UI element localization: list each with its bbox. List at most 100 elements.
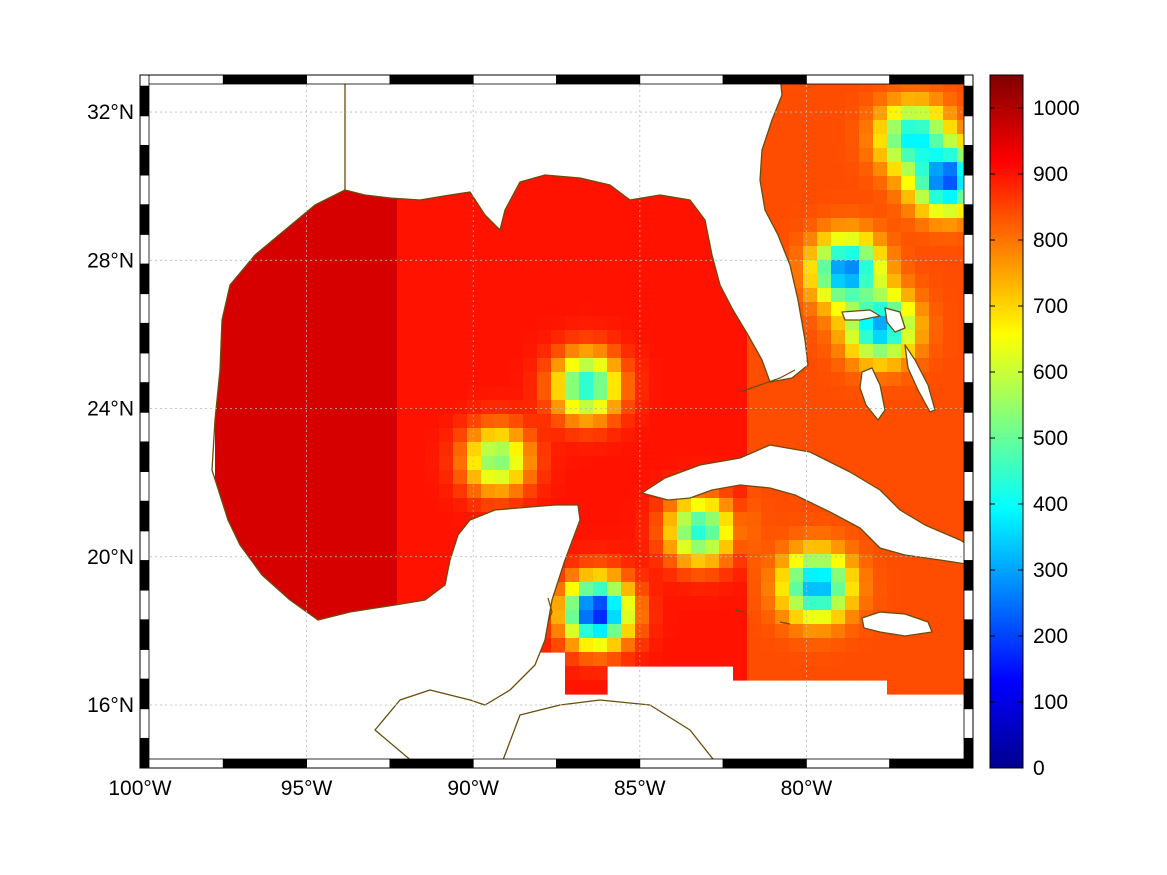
field-cell <box>229 498 244 513</box>
field-cell <box>271 302 286 317</box>
field-cell <box>453 400 468 415</box>
field-cell <box>663 246 678 261</box>
field-cell <box>803 428 818 443</box>
field-cell <box>551 204 566 219</box>
field-cell <box>229 358 244 373</box>
field-cell <box>817 92 832 107</box>
field-cell <box>845 246 860 261</box>
field-cell <box>607 568 622 583</box>
field-cell <box>635 498 650 513</box>
field-cell <box>369 512 384 527</box>
x-tick-label: 100°W <box>108 777 171 800</box>
field-cell <box>257 358 272 373</box>
field-cell <box>523 232 538 247</box>
grand-bahama-island <box>841 309 881 321</box>
field-cell <box>929 582 944 597</box>
field-cell <box>817 526 832 541</box>
field-cell <box>915 134 930 149</box>
x-tick-label: 85°W <box>614 777 666 800</box>
colorbar-tick-label: 1000 <box>1033 97 1080 120</box>
field-cell <box>593 554 608 569</box>
field-cell <box>635 568 650 583</box>
field-cell <box>593 288 608 303</box>
field-cell <box>817 428 832 443</box>
frame-segment-left <box>139 500 150 532</box>
field-cell <box>579 288 594 303</box>
field-cell <box>523 246 538 261</box>
field-cell <box>845 106 860 121</box>
field-cell <box>383 246 398 261</box>
field-cell <box>663 358 678 373</box>
field-cell <box>873 274 888 289</box>
field-cell <box>915 442 930 457</box>
field-cell <box>887 680 902 695</box>
field-cell <box>285 330 300 345</box>
field-cell <box>355 498 370 513</box>
field-cell <box>929 106 944 121</box>
field-cell <box>383 456 398 471</box>
field-cell <box>803 190 818 205</box>
frame-segment-right <box>963 382 974 413</box>
field-cell <box>929 372 944 387</box>
field-cell <box>691 274 706 289</box>
field-cell <box>355 302 370 317</box>
field-cell <box>593 274 608 289</box>
field-cell <box>593 218 608 233</box>
field-cell <box>719 330 734 345</box>
field-cell <box>621 358 636 373</box>
field-cell <box>775 414 790 429</box>
field-cell <box>845 232 860 247</box>
field-cell <box>313 456 328 471</box>
field-cell <box>887 456 902 471</box>
field-cell <box>313 526 328 541</box>
field-cell <box>299 470 314 485</box>
field-cell <box>565 554 580 569</box>
field-cell <box>271 568 286 583</box>
field-cell <box>257 526 272 541</box>
field-cell <box>565 470 580 485</box>
field-cell <box>719 554 734 569</box>
field-cell <box>621 652 636 667</box>
field-cell <box>579 680 594 695</box>
field-cell <box>327 302 342 317</box>
field-cell <box>887 470 902 485</box>
field-cell <box>299 456 314 471</box>
field-cell <box>831 120 846 135</box>
field-cell <box>719 344 734 359</box>
field-cell <box>495 484 510 499</box>
field-cell <box>901 190 916 205</box>
field-cell <box>691 218 706 233</box>
frame-segment-left <box>139 322 150 354</box>
field-cell <box>313 484 328 499</box>
field-cell <box>789 400 804 415</box>
field-cell <box>383 568 398 583</box>
field-cell <box>817 316 832 331</box>
field-cell <box>229 400 244 415</box>
field-cell <box>607 512 622 527</box>
field-cell <box>509 204 524 219</box>
field-cell <box>887 176 902 191</box>
field-cell <box>565 680 580 695</box>
field-cell <box>887 162 902 177</box>
field-cell <box>257 484 272 499</box>
field-cell <box>621 204 636 219</box>
field-cell <box>775 652 790 667</box>
field-cell <box>831 526 846 541</box>
field-cell <box>327 330 342 345</box>
field-cell <box>677 582 692 597</box>
field-cell <box>383 260 398 275</box>
field-cell <box>887 120 902 135</box>
field-cell <box>327 246 342 261</box>
frame-segment-right <box>963 322 974 354</box>
field-cell <box>621 302 636 317</box>
field-cell <box>341 456 356 471</box>
field-cell <box>663 232 678 247</box>
field-cell <box>691 554 706 569</box>
field-cell <box>831 386 846 401</box>
field-cell <box>607 386 622 401</box>
field-cell <box>789 246 804 261</box>
field-cell <box>649 498 664 513</box>
field-cell <box>523 442 538 457</box>
field-cell <box>565 246 580 261</box>
field-cell <box>285 526 300 541</box>
